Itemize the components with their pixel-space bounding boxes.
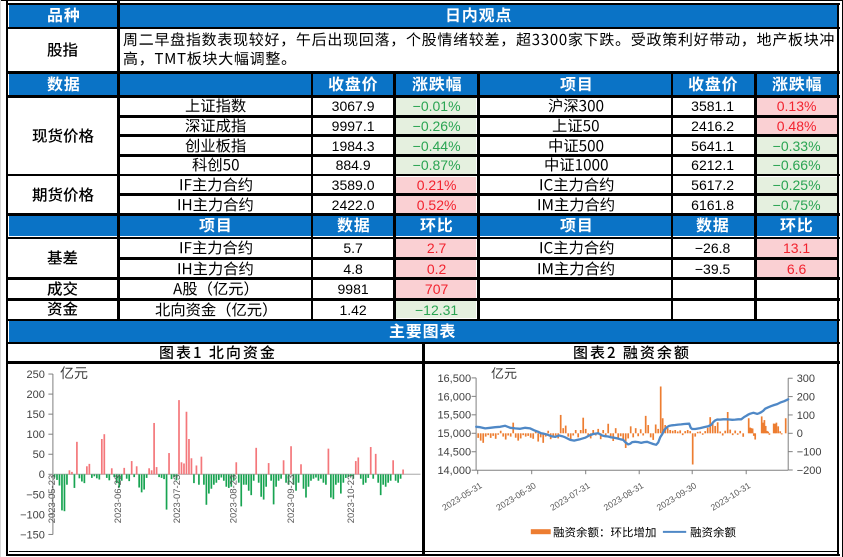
svg-text:2023-07-31: 2023-07-31 xyxy=(548,480,592,512)
svg-text:2023-05-31: 2023-05-31 xyxy=(440,480,484,512)
svg-text:16,500: 16,500 xyxy=(437,373,471,385)
svg-text:0: 0 xyxy=(38,469,44,481)
svg-text:100: 100 xyxy=(26,429,44,441)
svg-text:250: 250 xyxy=(26,369,44,381)
svg-text:14,000: 14,000 xyxy=(437,465,471,477)
svg-text:−100: −100 xyxy=(796,447,821,459)
svg-text:2023-08-23: 2023-08-23 xyxy=(228,475,239,524)
svg-text:200: 200 xyxy=(26,389,44,401)
svg-text:2023-09-23: 2023-09-23 xyxy=(286,475,297,524)
svg-text:−150: −150 xyxy=(20,529,45,541)
svg-text:−50: −50 xyxy=(26,489,45,501)
svg-text:14,500: 14,500 xyxy=(437,447,471,459)
svg-text:2023-10-31: 2023-10-31 xyxy=(709,480,753,512)
svg-text:2023-10-23: 2023-10-23 xyxy=(345,475,356,524)
svg-text:2023-06-23: 2023-06-23 xyxy=(113,475,124,524)
svg-text:0: 0 xyxy=(796,428,802,440)
svg-text:100: 100 xyxy=(796,410,814,422)
svg-text:2023-05-23: 2023-05-23 xyxy=(47,475,58,524)
svg-text:2023-07-23: 2023-07-23 xyxy=(171,475,182,524)
svg-text:2023-06-30: 2023-06-30 xyxy=(494,480,538,512)
svg-text:300: 300 xyxy=(796,373,814,385)
svg-text:−200: −200 xyxy=(796,465,821,477)
svg-text:−100: −100 xyxy=(20,509,45,521)
svg-text:16,000: 16,000 xyxy=(437,391,471,403)
svg-text:15,500: 15,500 xyxy=(437,410,471,422)
svg-text:2023-09-30: 2023-09-30 xyxy=(655,480,699,512)
svg-text:2023-08-31: 2023-08-31 xyxy=(602,480,646,512)
svg-text:50: 50 xyxy=(32,449,44,461)
svg-text:15,000: 15,000 xyxy=(437,428,471,440)
svg-text:150: 150 xyxy=(26,409,44,421)
svg-text:200: 200 xyxy=(796,392,814,404)
